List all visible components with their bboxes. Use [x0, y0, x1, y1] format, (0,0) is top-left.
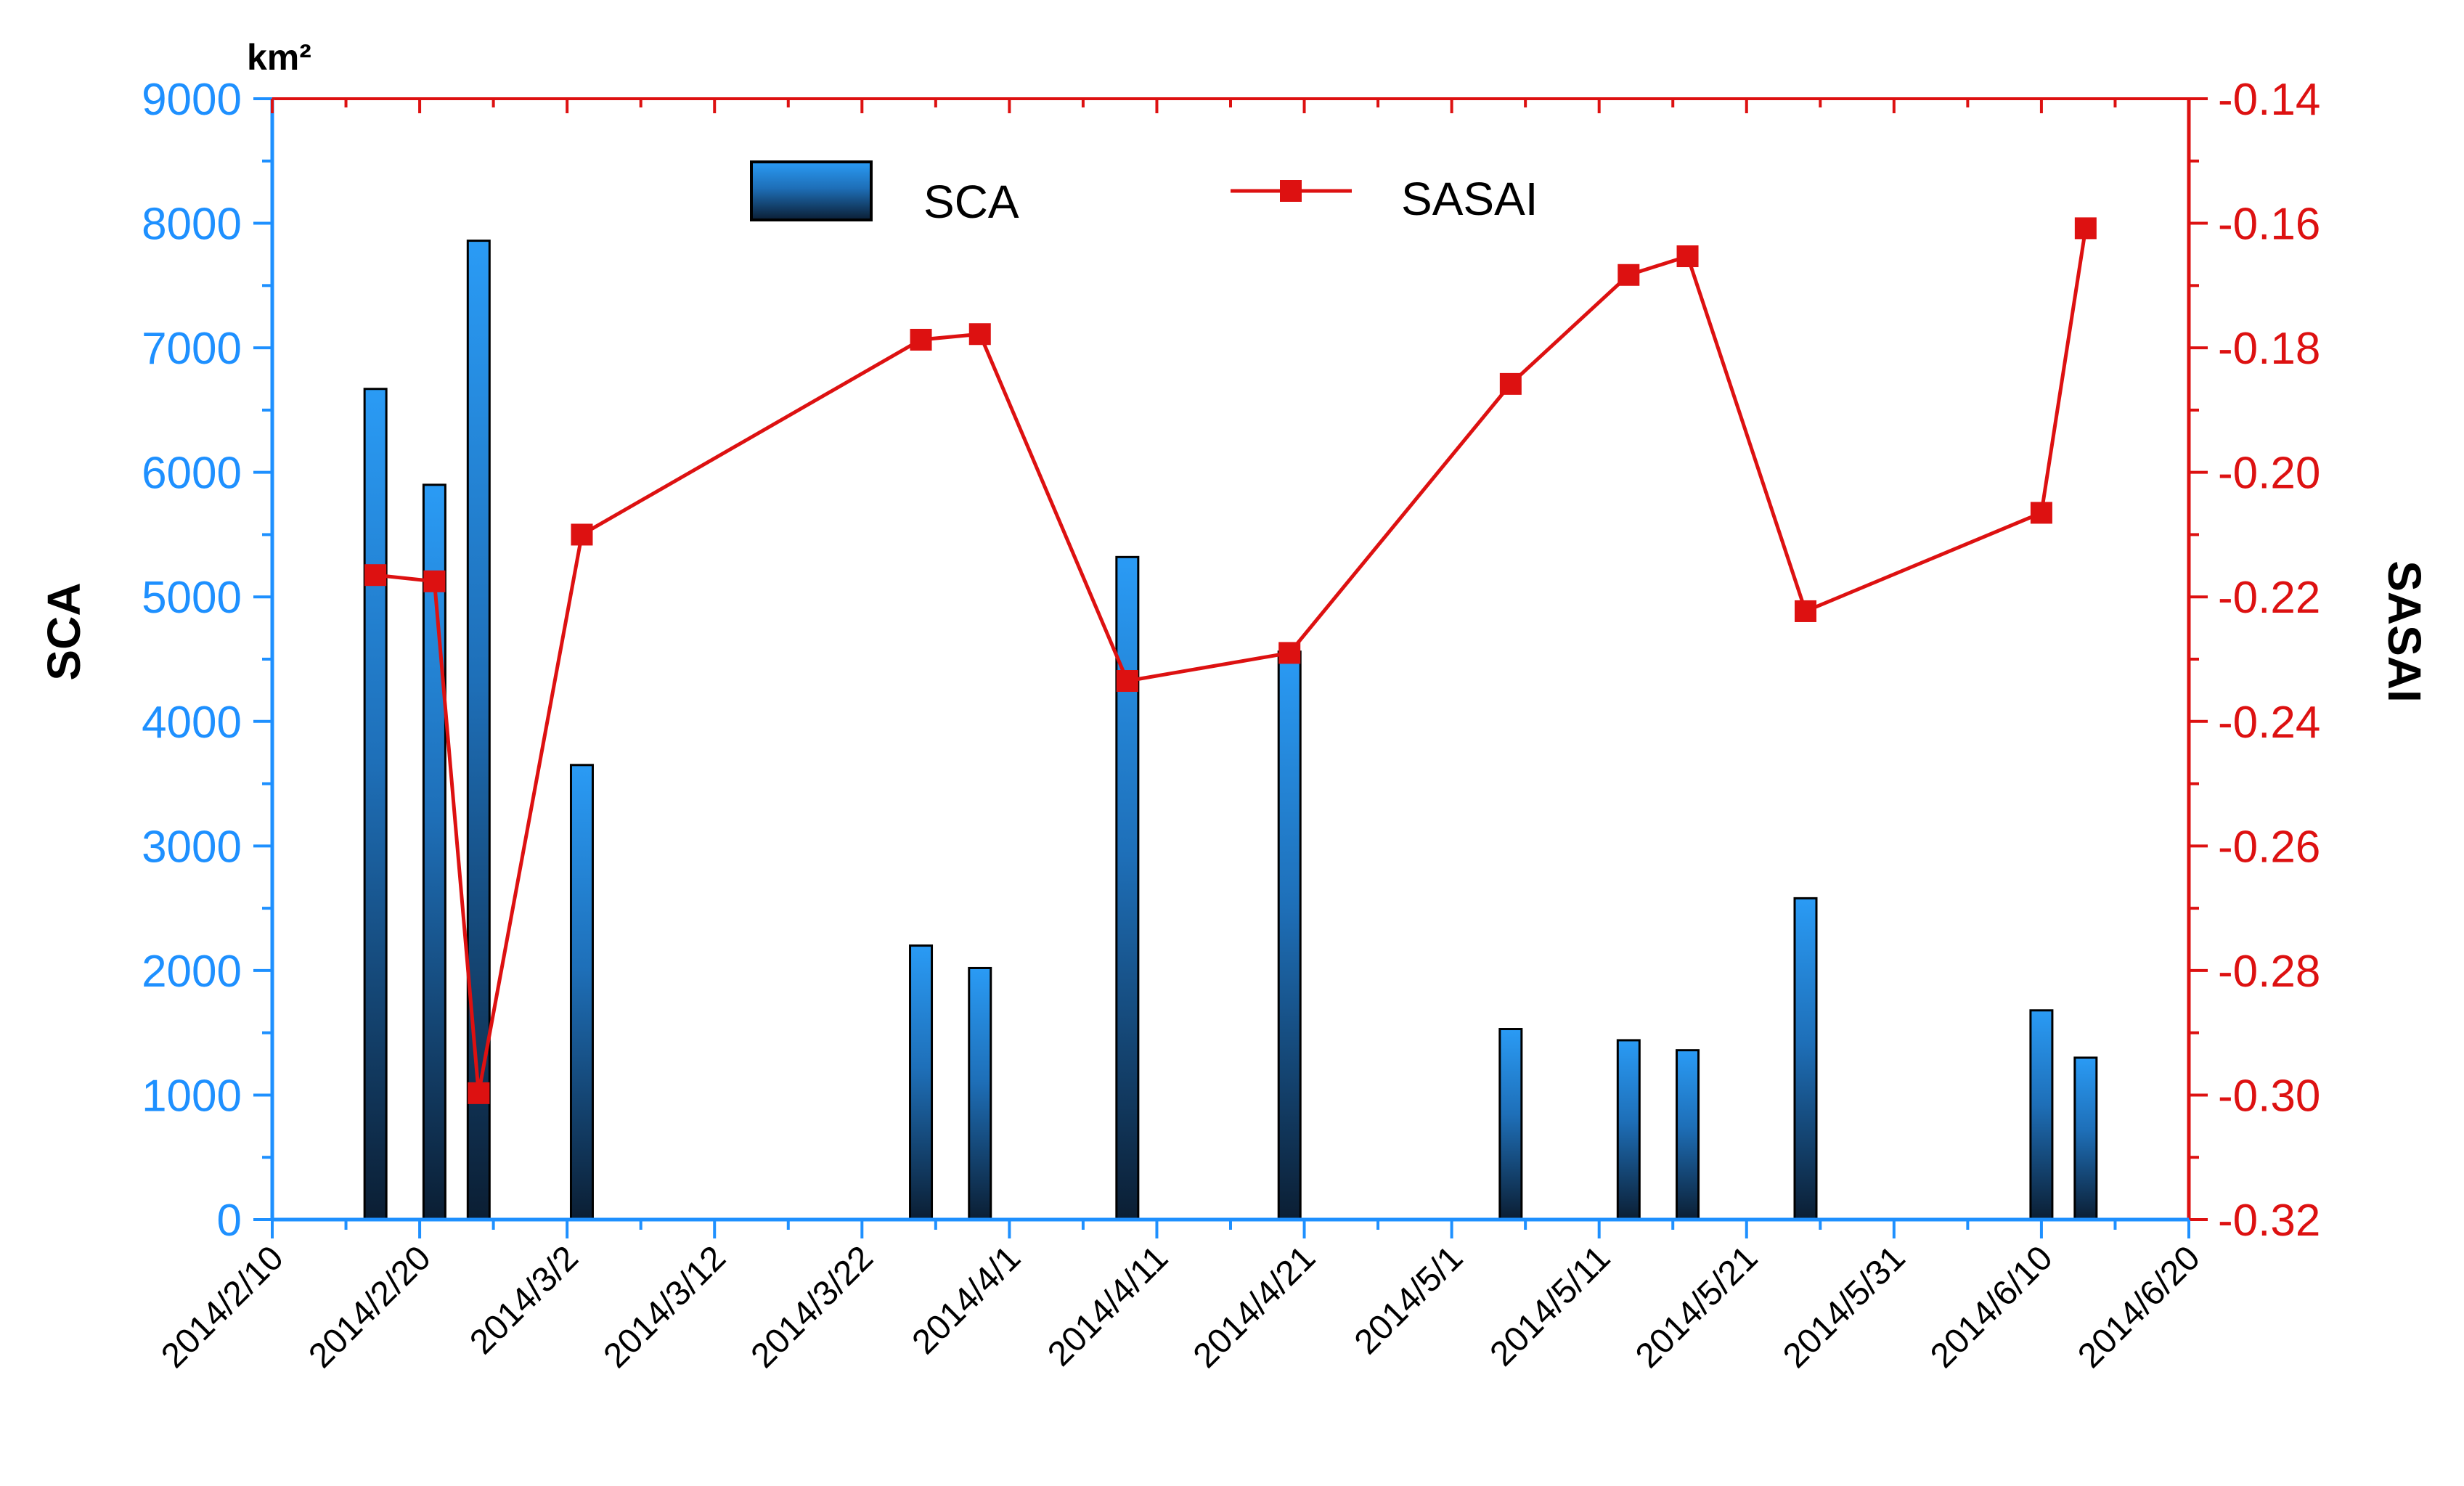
- sca-bar-0: [363, 388, 388, 1221]
- sca-bar-5: [968, 966, 992, 1221]
- sasai-marker-13: [2074, 217, 2097, 240]
- x-tick-label: 2014/5/11: [1483, 1238, 1618, 1373]
- sca-bar-9: [1616, 1039, 1641, 1221]
- sasai-line: [364, 217, 2097, 1104]
- axes: 0 1000 2000 3000 4000 5000 6000 7000 8000 9000 -0.…: [38, 37, 2431, 1376]
- left-tick-label: 7000: [142, 324, 242, 374]
- sasai-series-line: [375, 228, 2088, 1095]
- x-tick-label: 2014/4/1: [905, 1238, 1029, 1362]
- right-tick-label: -0.22: [2218, 573, 2320, 623]
- sca-bar-7: [1277, 650, 1302, 1221]
- x-tick-label: 2014/5/21: [1628, 1238, 1765, 1375]
- right-tick-label: -0.20: [2218, 449, 2320, 499]
- x-tick-label: 2014/2/10: [154, 1238, 290, 1375]
- legend-sasai-marker: [1280, 180, 1302, 202]
- right-tick-label: -0.24: [2218, 698, 2320, 748]
- left-tick-label: 3000: [142, 822, 242, 872]
- right-tick-label: -0.28: [2218, 947, 2320, 997]
- left-tick-label: 9000: [142, 75, 242, 125]
- right-tick-label: -0.18: [2218, 324, 2320, 374]
- legend: SCA SASAI: [750, 160, 1538, 228]
- right-tick-label: -0.14: [2218, 75, 2320, 125]
- sasai-marker-1: [423, 570, 446, 592]
- x-tick-label: 2014/3/12: [597, 1238, 733, 1375]
- sca-bar-8: [1498, 1028, 1523, 1221]
- sasai-marker-7: [1278, 642, 1301, 664]
- left-tick-label: 2000: [142, 947, 242, 997]
- x-tick-label: 2014/6/10: [1923, 1238, 2060, 1375]
- sasai-marker-2: [468, 1082, 490, 1104]
- sasai-marker-9: [1617, 264, 1640, 286]
- left-tick-label: 8000: [142, 200, 242, 250]
- sca-bars: [363, 240, 2098, 1221]
- right-tick-label: -0.32: [2218, 1196, 2320, 1246]
- left-axis-title: SCA: [38, 582, 90, 680]
- sasai-marker-8: [1499, 372, 1522, 395]
- sasai-marker-0: [364, 564, 387, 587]
- sasai-marker-4: [910, 328, 932, 351]
- sasai-marker-10: [1676, 245, 1699, 268]
- sasai-marker-6: [1116, 670, 1138, 693]
- right-tick-label: -0.16: [2218, 200, 2320, 250]
- x-tick-label: 2014/5/1: [1347, 1238, 1471, 1362]
- left-axis-unit: km²: [247, 37, 311, 78]
- right-tick-label: -0.30: [2218, 1071, 2320, 1121]
- sasai-marker-12: [2030, 502, 2052, 524]
- left-tick-label: 1000: [142, 1071, 242, 1121]
- sasai-marker-3: [571, 523, 593, 546]
- x-tick-label: 2014/2/20: [301, 1238, 438, 1375]
- sca-bar-10: [1676, 1049, 1700, 1221]
- left-tick-label: 5000: [142, 573, 242, 623]
- left-tick-label: 0: [217, 1196, 242, 1246]
- sca-bar-4: [909, 944, 934, 1221]
- sca-bar-6: [1115, 555, 1140, 1221]
- x-tick-label: 2014/4/21: [1186, 1238, 1323, 1375]
- left-tick-label: 6000: [142, 449, 242, 499]
- legend-sca-label: SCA: [923, 176, 1019, 228]
- sasai-marker-5: [968, 323, 991, 346]
- x-tick-label: 2014/4/11: [1040, 1238, 1175, 1373]
- x-tick-label: 2014/3/2: [462, 1238, 586, 1362]
- legend-sca-swatch: [750, 160, 873, 221]
- left-tick-label: 4000: [142, 698, 242, 748]
- sca-bar-13: [2073, 1056, 2098, 1221]
- sca-bar-3: [569, 764, 594, 1221]
- right-axis-title: SASAI: [2378, 560, 2431, 703]
- sasai-marker-11: [1795, 600, 1816, 622]
- right-tick-label: -0.26: [2218, 822, 2320, 872]
- legend-sasai-label: SASAI: [1401, 173, 1538, 225]
- sca-bar-11: [1793, 897, 1818, 1221]
- x-tick-label: 2014/6/20: [2071, 1238, 2207, 1375]
- x-tick-label: 2014/5/31: [1776, 1238, 1912, 1375]
- x-tick-label: 2014/3/22: [744, 1238, 881, 1375]
- sca-bar-12: [2029, 1009, 2054, 1221]
